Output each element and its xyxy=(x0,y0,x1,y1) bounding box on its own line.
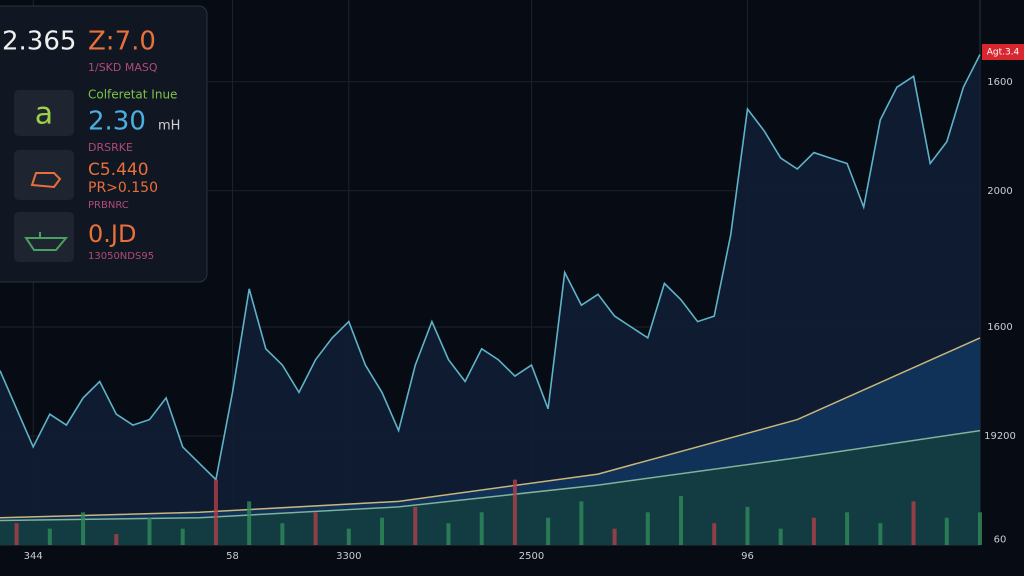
sub: PR>0.150 xyxy=(88,180,158,196)
volume-bar xyxy=(645,512,650,545)
value: C5.440 xyxy=(88,160,149,180)
icon xyxy=(24,232,69,251)
volume-bar xyxy=(380,517,385,545)
x-tick-label: 344 xyxy=(24,551,43,562)
volume-bar xyxy=(313,512,318,545)
price-tag-bg xyxy=(982,44,1024,60)
x-tick-label: 96 xyxy=(741,551,754,562)
volume-bar xyxy=(811,517,816,545)
icon-box xyxy=(14,90,74,136)
x-tick-label: 2500 xyxy=(519,551,544,562)
volume-bar xyxy=(479,512,484,545)
label: Colferetat Inue xyxy=(88,88,177,102)
y-tick-label: 1600 xyxy=(987,77,1012,88)
volume-bar xyxy=(911,501,916,545)
volume-bar xyxy=(114,534,119,545)
volume-bar xyxy=(512,479,517,545)
volume-bar xyxy=(446,523,451,545)
volume-bar xyxy=(845,512,850,545)
icon: a xyxy=(35,97,53,132)
x-tick-label: 58 xyxy=(226,551,239,562)
area xyxy=(0,54,980,545)
note: 13050NDS95 xyxy=(88,251,154,262)
volume-bar xyxy=(346,528,351,545)
y-tick-label: 2000 xyxy=(987,186,1012,197)
volume-bar xyxy=(612,528,617,545)
pair: 1/SKD MASQ xyxy=(88,61,158,74)
series-line xyxy=(0,337,981,519)
volume-bar xyxy=(579,501,584,545)
y-tick-label: 19200 xyxy=(984,431,1016,442)
series-line xyxy=(0,429,981,522)
volume-bar xyxy=(213,479,218,545)
volume-bar xyxy=(712,523,717,545)
volume-bar xyxy=(944,517,949,545)
price-tag: Agt.3.4 xyxy=(987,48,1020,58)
volume-bar xyxy=(14,523,19,545)
volume-bar xyxy=(180,528,185,545)
value: 2.30 xyxy=(88,107,146,137)
volume-bar xyxy=(679,495,684,545)
volume-bar xyxy=(546,517,551,545)
change: Z:7.0 xyxy=(88,27,156,57)
area xyxy=(0,430,980,545)
volume-bar xyxy=(81,512,86,545)
icon-box xyxy=(14,150,74,200)
volume-bar xyxy=(47,528,52,545)
volume-bar xyxy=(745,506,750,545)
volume-bar xyxy=(978,512,982,545)
volume-bar xyxy=(147,517,152,545)
note: PRBNRC xyxy=(88,200,129,211)
volume-bar xyxy=(280,523,285,545)
volume-bar xyxy=(878,523,883,545)
plot: 1600 2000 1600 19200 60 344 58 3300 2500 96 Agt.3.… xyxy=(0,0,1024,562)
volume-bar xyxy=(413,506,418,545)
volume-bar xyxy=(247,501,252,545)
y-tick-label: 60 xyxy=(994,535,1007,546)
price: 2.365 xyxy=(2,27,76,57)
y-tick-label: 1600 xyxy=(987,322,1012,333)
volume-bar xyxy=(778,528,783,545)
info-panel: 2.365 Z:7.0 1/SKD MASQ a Colferetat Inue… xyxy=(0,5,208,283)
x-tick-label: 3300 xyxy=(336,551,361,562)
value: 0.JD xyxy=(88,220,136,248)
icon xyxy=(30,172,62,189)
series-line xyxy=(0,54,981,482)
unit: mH xyxy=(158,119,180,134)
label: DRSRKE xyxy=(88,141,133,154)
